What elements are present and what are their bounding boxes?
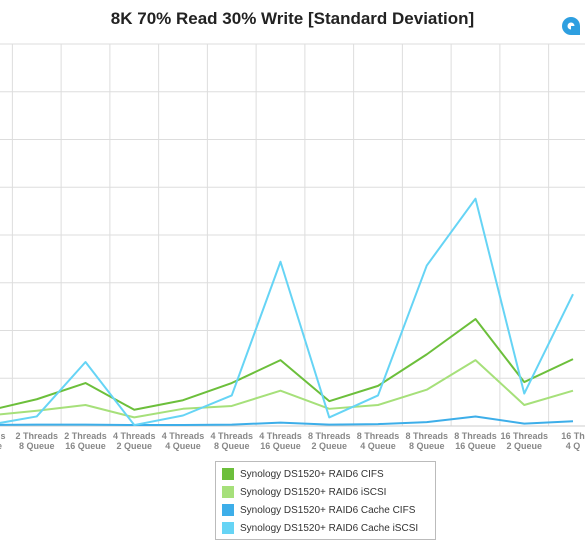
legend-swatch [222,522,234,534]
legend-swatch [222,486,234,498]
x-tick-label: 4 Threads 8 Queue [210,431,253,451]
series-line [0,197,574,427]
x-tick-label: 2 Threads 8 Queue [15,431,58,451]
chart-legend: Synology DS1520+ RAID6 CIFS Synology DS1… [215,461,436,540]
x-tick-label: 8 Threads 2 Queue [308,431,351,451]
legend-label: Synology DS1520+ RAID6 iSCSI [240,486,387,498]
x-tick-label: 2 Threads 16 Queue [64,431,107,451]
x-tick-label: ThreadsQueue [0,431,6,451]
series-line [0,415,574,427]
x-tick-label: 16 Th 4 Q [561,431,585,451]
legend-label: Synology DS1520+ RAID6 Cache CIFS [240,504,416,516]
legend-item[interactable]: Synology DS1520+ RAID6 Cache iSCSI [222,519,429,537]
legend-label: Synology DS1520+ RAID6 Cache iSCSI [240,522,419,534]
x-tick-label: 16 Threads 2 Queue [500,431,548,451]
x-tick-label: 8 Threads 4 Queue [357,431,400,451]
legend-item[interactable]: Synology DS1520+ RAID6 iSCSI [222,483,429,501]
x-tick-label: 8 Threads 8 Queue [405,431,448,451]
legend-item[interactable]: Synology DS1520+ RAID6 Cache CIFS [222,501,429,519]
chart-title: 8K 70% Read 30% Write [Standard Deviatio… [110,9,475,28]
legend-swatch [222,504,234,516]
x-tick-label: 8 Threads 16 Queue [454,431,497,451]
x-tick-label: 4 Threads 2 Queue [113,431,156,451]
series-line [0,318,574,411]
legend-label: Synology DS1520+ RAID6 CIFS [240,468,384,480]
legend-swatch [222,468,234,480]
x-tick-label: 4 Threads 16 Queue [259,431,302,451]
series-line [0,359,574,419]
legend-item[interactable]: Synology DS1520+ RAID6 CIFS [222,465,429,483]
x-tick-label: 4 Threads 4 Queue [162,431,205,451]
logo-icon [562,17,580,35]
